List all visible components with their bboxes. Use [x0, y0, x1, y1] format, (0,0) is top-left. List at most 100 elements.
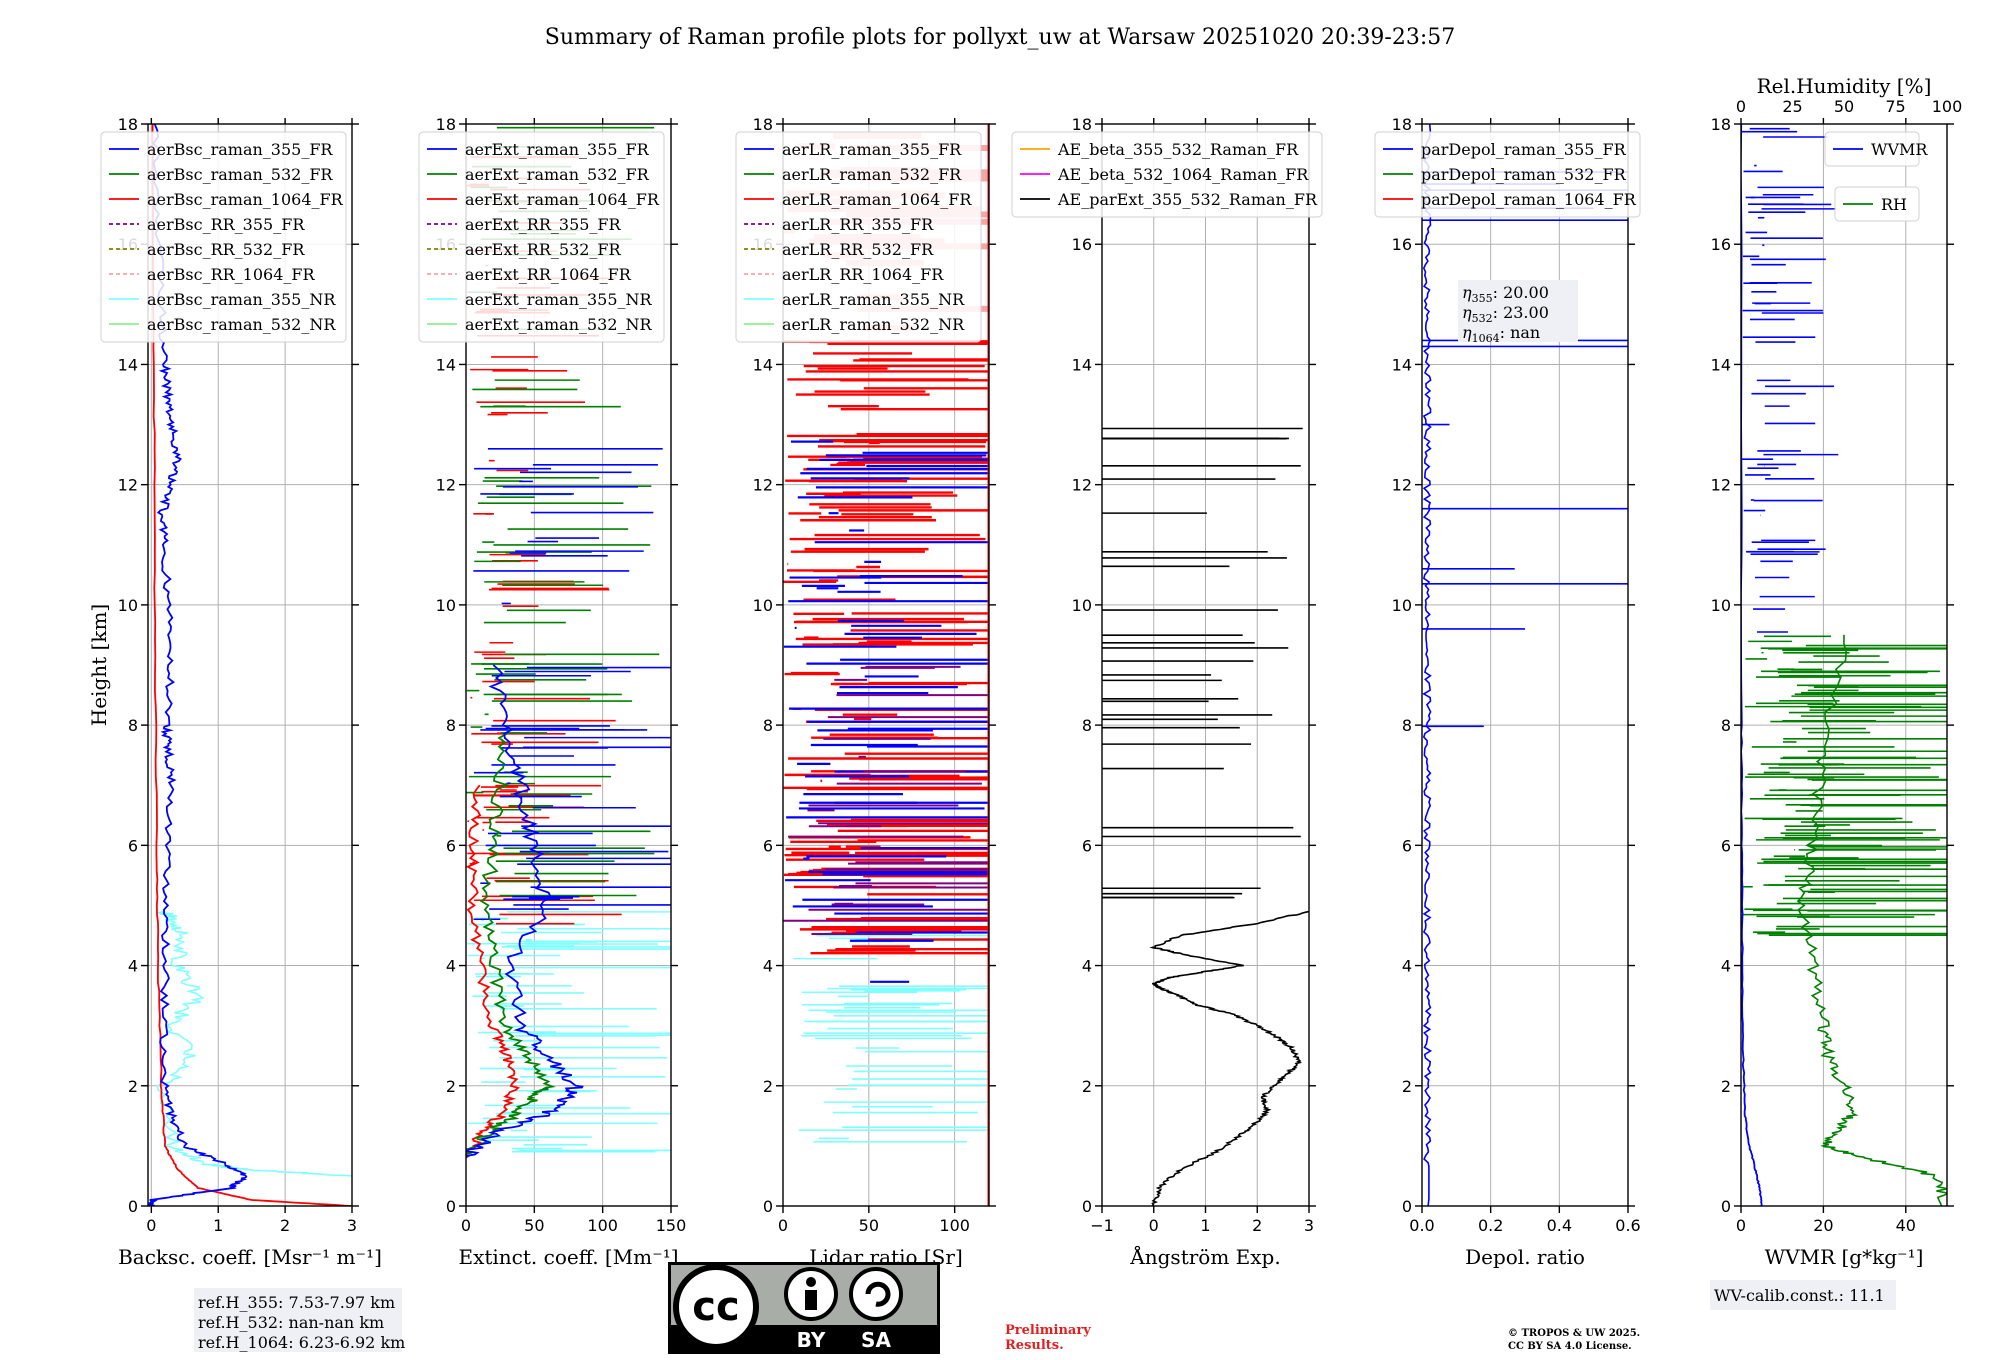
y-tick-label: 4	[763, 957, 773, 976]
preliminary-label: Results.	[1005, 1338, 1064, 1353]
y-tick-label: 4	[1721, 957, 1731, 976]
axes-frame	[1421, 123, 1629, 1207]
sa-arrow-icon	[865, 1281, 891, 1307]
eta-annotation-line: η355: 20.00	[1462, 283, 1549, 305]
legend-label-aerLR_raman_532_NR: aerLR_raman_532_NR	[782, 315, 965, 334]
y-tick-label: 6	[1402, 836, 1412, 855]
x-tick-label: 0	[1736, 1216, 1746, 1235]
legend-label-aerExt_raman_355_NR: aerExt_raman_355_NR	[465, 290, 653, 309]
y-tick-label: 10	[118, 596, 138, 615]
chart-panel-6: 0 20 40 0 2 4 6 8 10 12 14 16 18 WVMR [g*kg⁻¹] Rel.Hum…	[1710, 74, 1963, 1310]
legend-box	[100, 131, 347, 343]
axes-frame	[147, 123, 353, 1207]
y-tick-label: 6	[128, 836, 138, 855]
x-tick-label: 40	[1896, 1216, 1916, 1235]
legend-label-parDepol_raman_532_FR: parDepol_raman_532_FR	[1421, 165, 1627, 184]
legend-label-aerBsc_raman_355_FR: aerBsc_raman_355_FR	[147, 140, 333, 159]
x-tick-label: 0.2	[1478, 1216, 1503, 1235]
eta-annotation-box	[1458, 280, 1578, 342]
legend-label-aerExt_raman_532_NR: aerExt_raman_532_NR	[465, 315, 653, 334]
x2-axis-label: Rel.Humidity [%]	[1757, 74, 1932, 98]
y-tick-label: 4	[446, 957, 456, 976]
axes-frame	[782, 123, 990, 1207]
legend-label-AE_beta_355_532_Raman_FR: AE_beta_355_532_Raman_FR	[1057, 140, 1299, 159]
x-tick-label: 0.6	[1615, 1216, 1640, 1235]
x2-tick-label: 75	[1885, 97, 1905, 116]
y-tick-label: 18	[1072, 115, 1092, 134]
x2-tick-label: 50	[1834, 97, 1854, 116]
x-axis-label: Backsc. coeff. [Msr⁻¹ m⁻¹]	[118, 1245, 382, 1269]
legend-label-aerExt_raman_355_FR: aerExt_raman_355_FR	[465, 140, 650, 159]
copyright-label: © TROPOS & UW 2025.	[1508, 1328, 1640, 1339]
axes-frame	[1740, 123, 1948, 1207]
y-tick-label: 12	[1392, 476, 1412, 495]
legend-box	[1824, 131, 1920, 167]
figure-title: Summary of Raman profile plots for polly…	[545, 25, 1455, 50]
y-tick-label: 4	[1082, 957, 1092, 976]
chart-panel-1: 0123024681012141618Backsc. coeff. [Msr⁻¹…	[87, 115, 405, 1352]
legend-label-aerLR_raman_1064_FR: aerLR_raman_1064_FR	[782, 190, 972, 209]
series-line-aerBsc_raman_355_FR	[148, 124, 248, 1206]
x-axis-label: Depol. ratio	[1465, 1245, 1585, 1269]
wv-calib-annotation-box	[1710, 1280, 1896, 1310]
legend-label-aerBsc_RR_355_FR: aerBsc_RR_355_FR	[147, 215, 305, 234]
x-tick-label: 1	[1200, 1216, 1210, 1235]
license-label: CC BY SA 4.0 License.	[1508, 1341, 1632, 1352]
by-person-head-icon	[806, 1277, 816, 1287]
by-person-body-icon	[805, 1290, 817, 1310]
y-tick-label: 18	[1392, 115, 1412, 134]
y-tick-label: 8	[1082, 716, 1092, 735]
wv-calib-annotation: WV-calib.const.: 11.1	[1714, 1286, 1885, 1305]
y-tick-label: 2	[128, 1077, 138, 1096]
x-tick-label: 20	[1813, 1216, 1833, 1235]
y-tick-label: 8	[446, 716, 456, 735]
legend-label-aerBsc_raman_532_NR: aerBsc_raman_532_NR	[147, 315, 336, 334]
legend-label-aerLR_raman_355_FR: aerLR_raman_355_FR	[782, 140, 962, 159]
legend-label-aerLR_RR_1064_FR: aerLR_RR_1064_FR	[782, 265, 944, 284]
y-tick-label: 14	[1392, 355, 1412, 374]
x-tick-label: 100	[939, 1216, 970, 1235]
y-tick-label: 14	[436, 355, 456, 374]
legend-label-aerBsc_raman_1064_FR: aerBsc_raman_1064_FR	[147, 190, 344, 209]
legend-label-aerLR_RR_532_FR: aerLR_RR_532_FR	[782, 240, 934, 259]
legend-label-aerBsc_RR_1064_FR: aerBsc_RR_1064_FR	[147, 265, 316, 284]
axes-frame	[465, 123, 672, 1207]
y-tick-label: 16	[1392, 235, 1412, 254]
y-tick-label: 10	[436, 596, 456, 615]
legend-label-aerBsc_RR_532_FR: aerBsc_RR_532_FR	[147, 240, 305, 259]
x-tick-label: 50	[859, 1216, 879, 1235]
series-line-aerExt_raman_532_FR	[466, 724, 556, 1159]
y-tick-label: 0	[128, 1197, 138, 1216]
x-tick-label: 1	[213, 1216, 223, 1235]
sa-share-icon	[849, 1267, 903, 1321]
x2-tick-label: 100	[1932, 97, 1963, 116]
chart-panel-3: 050100024681012141618Lidar ratio [Sr]aer…	[735, 115, 996, 1269]
y-tick-label: 8	[1402, 716, 1412, 735]
legend-box	[1834, 186, 1920, 222]
y-tick-label: 0	[1402, 1197, 1412, 1216]
legend-label-aerBsc_raman_355_NR: aerBsc_raman_355_NR	[147, 290, 336, 309]
y-axis-label: Height [km]	[87, 604, 111, 726]
y-tick-label: 2	[1721, 1077, 1731, 1096]
legend-box	[735, 131, 982, 343]
series-line-RH	[1796, 634, 1947, 1206]
x2-tick-label: 25	[1782, 97, 1802, 116]
y-tick-label: 14	[753, 355, 773, 374]
plot-area	[1741, 124, 1947, 1206]
y-tick-label: 6	[763, 836, 773, 855]
legend-label-aerLR_raman_532_FR: aerLR_raman_532_FR	[782, 165, 962, 184]
y-tick-label: 18	[1711, 115, 1731, 134]
y-tick-label: 0	[763, 1197, 773, 1216]
y-tick-label: 2	[763, 1077, 773, 1096]
y-tick-label: 10	[753, 596, 773, 615]
series-line-aerBsc_raman_1064_FR	[151, 124, 352, 1206]
legend-label-RH: RH	[1881, 195, 1907, 214]
refh-annotation-line: ref.H_532: nan-nan km	[198, 1313, 384, 1332]
x-tick-label: 150	[656, 1216, 687, 1235]
y-tick-label: 2	[1402, 1077, 1412, 1096]
y-tick-label: 8	[1721, 716, 1731, 735]
legend-label-aerExt_RR_1064_FR: aerExt_RR_1064_FR	[465, 265, 632, 284]
y-tick-label: 18	[753, 115, 773, 134]
